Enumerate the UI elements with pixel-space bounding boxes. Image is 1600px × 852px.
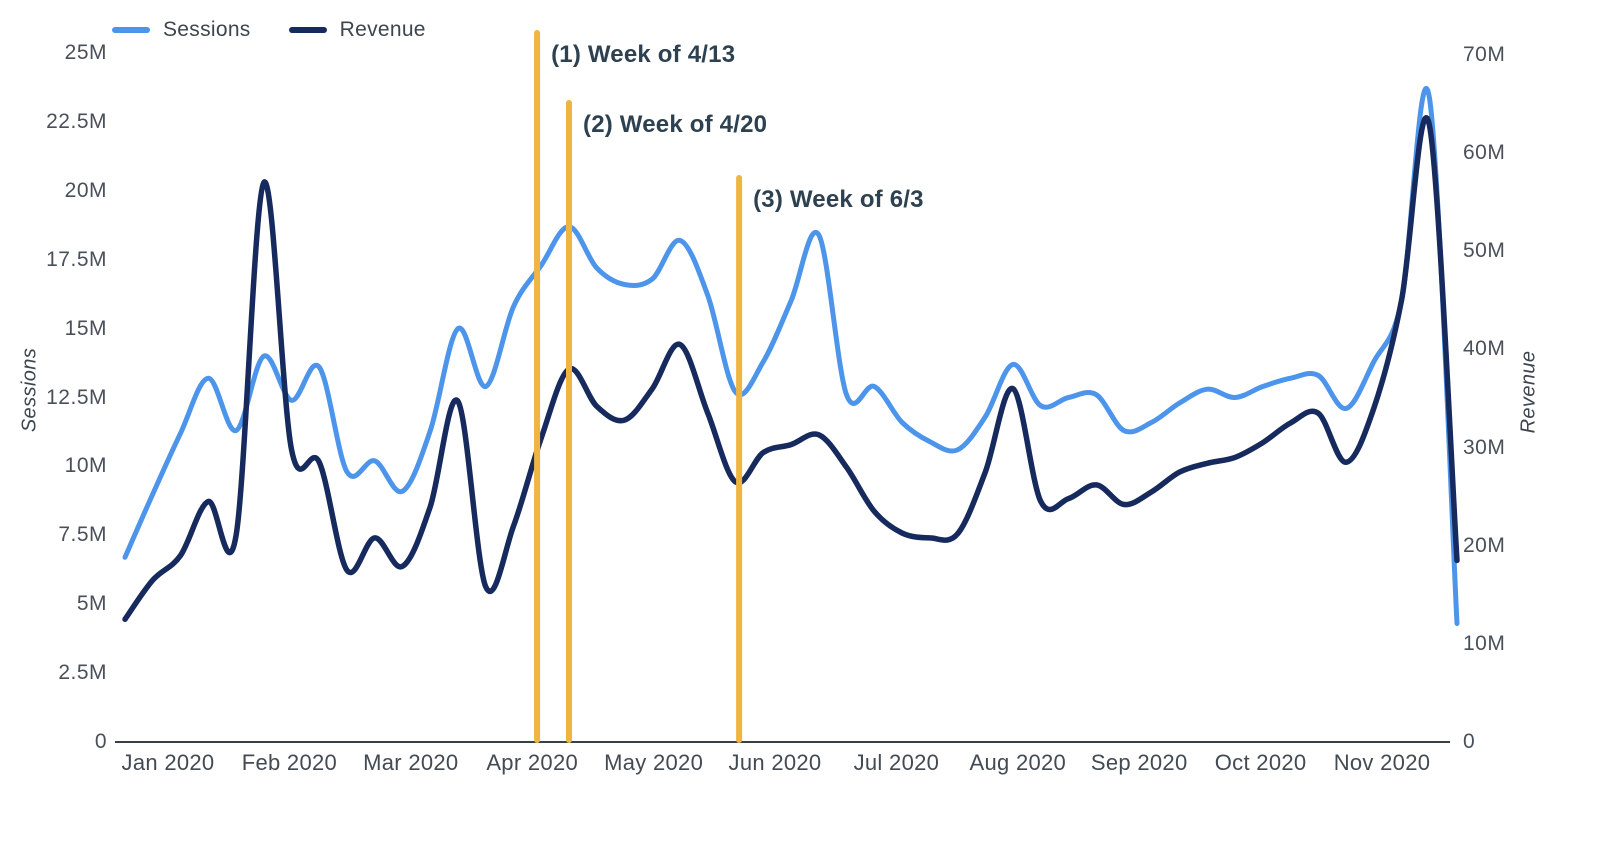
- revenue-line-series: [122, 115, 1460, 623]
- y-axis-tick-right: 30M: [1463, 435, 1506, 459]
- legend-item-sessions[interactable]: Sessions: [112, 18, 251, 42]
- x-axis-tick: Aug 2020: [969, 750, 1067, 775]
- y-axis-tick-left: 7.5M: [58, 523, 107, 547]
- y-axis-tick-right: 50M: [1463, 239, 1506, 263]
- x-axis-tick: Oct 2020: [1214, 750, 1307, 775]
- y-axis-tick-left: 10M: [64, 454, 107, 478]
- y-axis-tick-left: 12.5M: [46, 385, 107, 409]
- legend-label-sessions: Sessions: [163, 18, 251, 41]
- x-axis-tick: Jan 2020: [121, 750, 215, 775]
- y-axis-tick-right: 60M: [1463, 141, 1506, 165]
- y-axis-tick-right: 70M: [1463, 43, 1506, 66]
- y-axis-tick-left: 5M: [76, 592, 107, 616]
- annotation-label-2: (2) Week of 4/20: [583, 111, 768, 138]
- y-axis-tick-left: 20M: [64, 178, 107, 202]
- annotation-label-1: (1) Week of 4/13: [551, 41, 736, 68]
- sessions-line-swatch: [112, 27, 150, 33]
- x-axis-tick: Feb 2020: [241, 750, 338, 775]
- y-axis-tick-left: 25M: [64, 41, 107, 64]
- x-axis-tick: Apr 2020: [486, 750, 579, 775]
- x-axis-tick: Sep 2020: [1090, 750, 1188, 775]
- annotation-label-3: (3) Week of 6/3: [753, 186, 924, 213]
- x-axis-tick: May 2020: [604, 750, 704, 775]
- x-axis-tick: Jul 2020: [853, 750, 940, 775]
- x-axis-tick: Jun 2020: [728, 750, 822, 775]
- y-axis-tick-right: 40M: [1463, 337, 1506, 361]
- y-axis-tick-left: 17.5M: [46, 247, 107, 271]
- y-axis-tick-right: 10M: [1463, 631, 1506, 655]
- y-axis-tick-right: 0: [1463, 730, 1476, 753]
- y-axis-tick-left: 15M: [64, 316, 107, 340]
- x-axis-tick: Mar 2020: [363, 750, 459, 775]
- y-axis-tick-right: 20M: [1463, 533, 1506, 557]
- sessions-line-series: [122, 85, 1460, 626]
- y-axis-tick-left: 2.5M: [58, 661, 107, 685]
- legend: Sessions Revenue: [112, 18, 426, 42]
- revenue-line-swatch: [288, 27, 327, 33]
- y-axis-tick-left: 0: [94, 730, 107, 753]
- legend-item-revenue[interactable]: Revenue: [288, 18, 426, 42]
- x-axis-tick: Nov 2020: [1333, 750, 1431, 775]
- right-axis-title: Revenue: [1517, 350, 1540, 434]
- legend-label-revenue: Revenue: [339, 18, 426, 41]
- y-axis-tick-left: 22.5M: [46, 109, 107, 133]
